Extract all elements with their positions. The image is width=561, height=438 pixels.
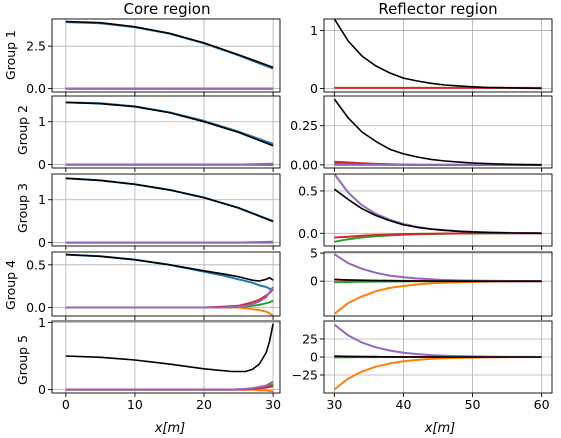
group-1-reflector-ytick-label-0: 0: [310, 81, 318, 96]
group-1-core-ytick-label-1: 2.5: [26, 39, 46, 54]
group-1-reflector-frame: [323, 18, 553, 93]
group-4-core-frame: [51, 251, 281, 317]
group-2-reflector-ytick-label-1: 0.25: [290, 118, 318, 133]
group-4-core-series-5: [65, 253, 274, 282]
row-label-group-5: Group 5: [15, 335, 30, 385]
group-3-core-series-3: [65, 177, 274, 223]
group-4-reflector-frame: [323, 251, 553, 317]
group-4-reflector-ytick-label-0: 0: [310, 274, 318, 289]
group-1-core-frame: [51, 18, 281, 93]
group-4-reflector-ytick-label-1: 5: [310, 246, 318, 261]
group-4-core-ytick-label-1: 0.5: [26, 257, 46, 272]
group-1-core-ytick-label-0: 0.0: [26, 81, 46, 96]
group-2-core-background: [52, 96, 280, 168]
group-5-core-ytick-label-0: 0: [38, 382, 46, 397]
group-1-core-series-5: [65, 20, 274, 69]
row-label-group-1: Group 1: [3, 30, 18, 80]
group-5-reflector-axes: 30 40 50 60 −25 0 25: [292, 320, 553, 412]
group-5-core-ytick-label-1: 1: [38, 315, 46, 330]
group-2-reflector-axes: 304050600.000.25: [290, 95, 553, 187]
row-label-group-4: Group 4: [3, 260, 18, 310]
group-4-reflector-series-4: [334, 278, 542, 283]
group-2-core-series-4: [65, 101, 274, 147]
group-5-core-axes: 0 10 20 30 0 1: [38, 315, 281, 412]
group-2-core-ytick-label-0: 0: [38, 157, 46, 172]
group-5-core-xtick-label-0: 0: [62, 397, 70, 412]
group-2-reflector-series-3: [333, 98, 542, 166]
group-4-core-series-4: [65, 286, 274, 309]
row-label-group-2: Group 2: [15, 105, 30, 155]
subplot-grid: 01020300.02.5304050600101020300130405060…: [26, 18, 553, 412]
x-axis-label-reflector: x[m]: [424, 421, 456, 436]
group-2-reflector-background: [324, 96, 552, 168]
group-5-core-xtick-label-1: 10: [127, 397, 143, 412]
column-title-core: Core region: [124, 0, 211, 18]
group-1-reflector-ytick-label-1: 1: [310, 23, 318, 38]
group-5-core-series-3: [65, 380, 274, 391]
group-3-reflector-ytick-label-1: 0.5: [298, 183, 318, 198]
group-3-reflector-ytick-label-0: 0.0: [298, 226, 318, 241]
row-label-group-3: Group 3: [15, 183, 30, 233]
group-1-reflector-background: [324, 19, 552, 92]
group-5-core-xtick-label-3: 30: [265, 397, 281, 412]
group-1-reflector-series-1: [333, 18, 542, 90]
group-5-reflector-xtick-label-3: 60: [534, 397, 550, 412]
group-5-reflector-ytick-label-1: 0: [310, 350, 318, 365]
group-3-reflector-frame: [323, 173, 553, 247]
group-2-reflector-ytick-label-0: 0.00: [290, 157, 318, 172]
group-2-reflector-frame: [323, 95, 553, 169]
group-5-reflector-series-4: [334, 355, 542, 358]
group-3-core-frame: [51, 173, 281, 247]
group-5-reflector-xtick-label-0: 30: [326, 397, 342, 412]
group-5-core-frame: [51, 320, 281, 394]
x-axis-label-core: x[m]: [154, 421, 186, 436]
group-3-core-ytick-label-1: 1: [38, 192, 46, 207]
group-4-core-ytick-label-0: 0.0: [26, 300, 46, 315]
group-5-reflector-xtick-label-2: 50: [465, 397, 481, 412]
group-5-reflector-ytick-label-0: −25: [292, 368, 318, 383]
group-3-reflector-axes: 304050600.00.5: [298, 173, 553, 265]
group-5-core-xtick-label-2: 20: [196, 397, 212, 412]
group-2-core-ytick-label-1: 1: [38, 114, 46, 129]
group-5-reflector-xtick-label-1: 40: [396, 397, 412, 412]
group-5-core-series-4: [65, 323, 274, 373]
column-title-reflector: Reflector region: [378, 0, 497, 18]
group-1-core-background: [52, 19, 280, 92]
group-3-core-ytick-label-0: 0: [38, 235, 46, 250]
group-1-reflector-axes: 3040506001: [310, 18, 553, 111]
group-2-core-frame: [51, 95, 281, 169]
group-5-reflector-ytick-label-2: 25: [302, 332, 318, 347]
group-3-reflector-series-3: [333, 188, 542, 235]
